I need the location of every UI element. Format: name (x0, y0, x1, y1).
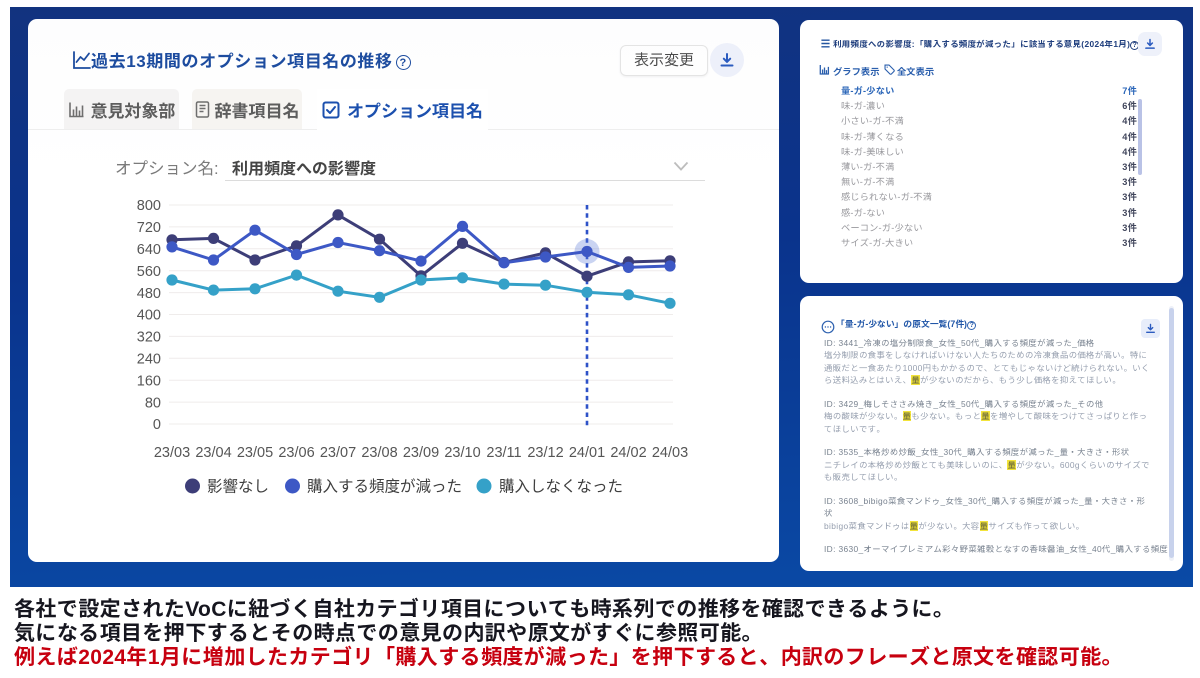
svg-text:800: 800 (137, 198, 161, 214)
svg-text:160: 160 (137, 373, 161, 389)
svg-text:24/01: 24/01 (569, 445, 605, 461)
svg-text:0: 0 (153, 417, 161, 433)
svg-text:23/07: 23/07 (320, 445, 356, 461)
svg-text:23/05: 23/05 (237, 445, 273, 461)
svg-text:23/11: 23/11 (486, 445, 521, 461)
svg-text:400: 400 (137, 308, 161, 324)
svg-text:影響なし: 影響なし (207, 478, 269, 496)
svg-text:23/04: 23/04 (195, 445, 231, 461)
svg-text:320: 320 (137, 330, 161, 346)
svg-text:23/06: 23/06 (278, 445, 314, 461)
svg-text:240: 240 (137, 352, 161, 368)
svg-text:560: 560 (137, 264, 161, 280)
svg-text:640: 640 (137, 242, 161, 258)
svg-text:23/09: 23/09 (403, 445, 439, 461)
svg-text:24/02: 24/02 (610, 445, 646, 461)
svg-text:23/08: 23/08 (361, 445, 397, 461)
svg-text:購入する頻度が減った: 購入する頻度が減った (307, 478, 462, 496)
svg-text:23/12: 23/12 (527, 445, 563, 461)
svg-text:24/03: 24/03 (652, 445, 688, 461)
svg-text:480: 480 (137, 286, 161, 302)
svg-text:80: 80 (145, 395, 161, 411)
svg-text:購入しなくなった: 購入しなくなった (499, 478, 623, 496)
svg-text:23/10: 23/10 (444, 445, 480, 461)
svg-text:23/03: 23/03 (154, 445, 190, 461)
svg-text:720: 720 (137, 220, 161, 236)
